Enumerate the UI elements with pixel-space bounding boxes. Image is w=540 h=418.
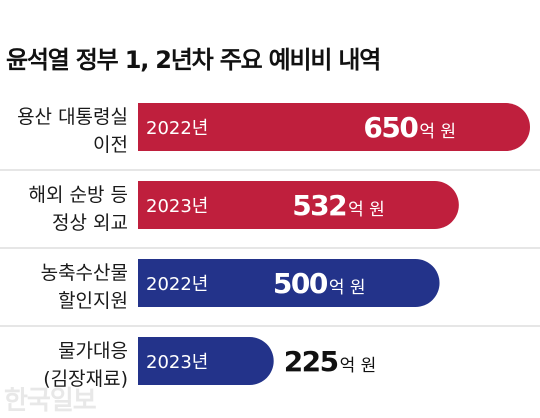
bar bbox=[138, 259, 440, 307]
value-number: 225 bbox=[284, 345, 338, 378]
year-label: 2023년 bbox=[146, 196, 208, 217]
value-label: 225 억 원 bbox=[284, 345, 377, 378]
category-label-line: 이전 bbox=[93, 134, 128, 156]
category-label-line: 해외 순방 등 bbox=[29, 184, 128, 206]
chart-title: 윤석열 정부 1, 2년차 주요 예비비 내역 bbox=[6, 46, 381, 74]
value-label: 532 억 원 bbox=[292, 189, 385, 222]
category-label-line: 물가대응 bbox=[58, 340, 128, 362]
bar bbox=[138, 103, 530, 151]
year-label: 2022년 bbox=[146, 274, 208, 295]
category-label-line: 농축수산물 bbox=[41, 262, 128, 284]
value-number: 532 bbox=[292, 189, 346, 222]
value-unit: 억 원 bbox=[419, 122, 456, 142]
value-unit: 억 원 bbox=[340, 356, 377, 376]
value-unit: 억 원 bbox=[329, 278, 366, 298]
year-label: 2022년 bbox=[146, 118, 208, 139]
watermark-logo: 한국일보 bbox=[4, 386, 97, 416]
value-number: 500 bbox=[273, 267, 328, 300]
category-label: 해외 순방 등정상 외교 bbox=[29, 184, 128, 234]
category-label-line: 용산 대통령실 bbox=[17, 106, 128, 128]
category-label: 물가대응 (김장재료) bbox=[43, 340, 128, 390]
year-label: 2023년 bbox=[146, 352, 208, 373]
category-label-line: 할인지원 bbox=[58, 290, 128, 312]
value-label: 650 억 원 bbox=[363, 111, 456, 144]
value-unit: 억 원 bbox=[348, 200, 385, 220]
value-number: 650 bbox=[363, 111, 418, 144]
value-label: 500 억 원 bbox=[273, 267, 366, 300]
bar bbox=[138, 337, 274, 385]
category-label-line: 정상 외교 bbox=[52, 212, 128, 234]
category-label-line: (김장재료) bbox=[43, 368, 128, 390]
bar bbox=[138, 181, 459, 229]
